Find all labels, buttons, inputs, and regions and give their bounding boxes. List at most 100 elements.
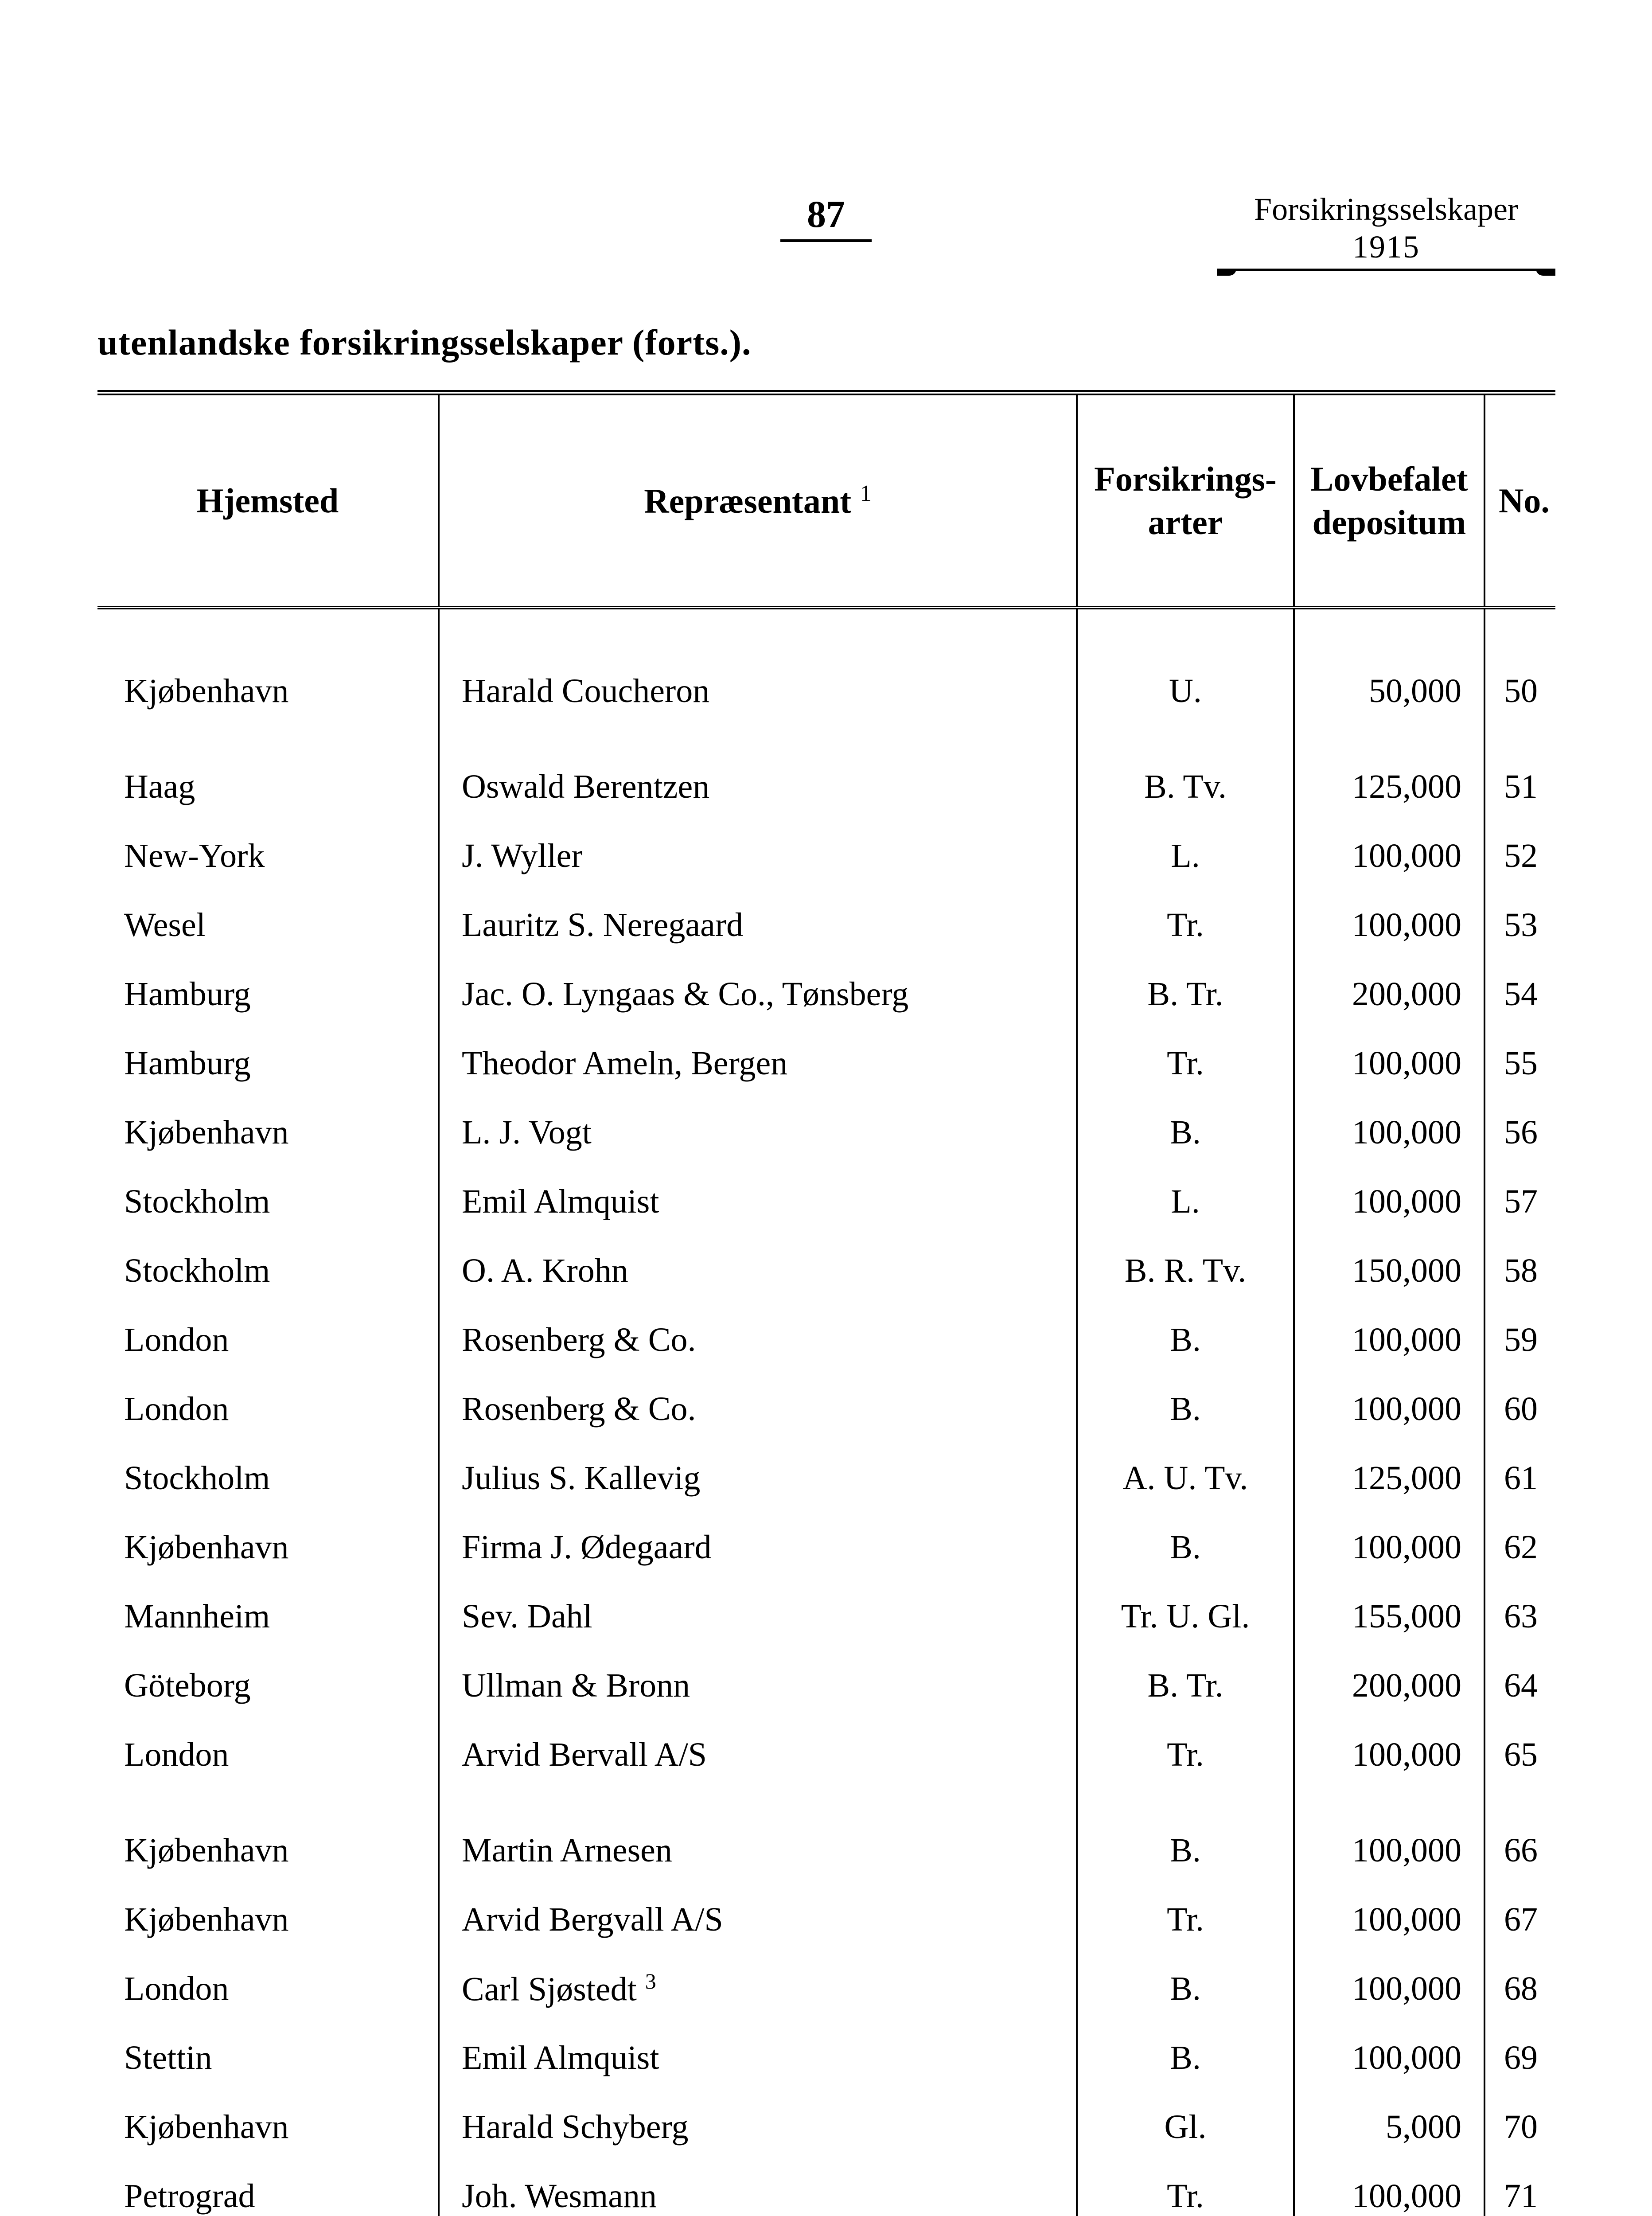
cell-no: 54 [1484, 960, 1555, 1029]
cell-depositum: 100,000 [1294, 1954, 1484, 2023]
cell-rep-text: J. Wyller [462, 837, 583, 874]
cell-repraesentant: Joh. Wesmann [439, 2161, 1077, 2216]
cell-repraesentant: Ullman & Bronn [439, 1651, 1077, 1720]
table-spacer-row [97, 1789, 1555, 1816]
cell-repraesentant: J. Wyller [439, 821, 1077, 890]
cell-depositum: 125,000 [1294, 1444, 1484, 1513]
cell-rep-text: Arvid Bervall A/S [462, 1736, 707, 1773]
cell-arter: B. Tr. [1077, 960, 1294, 1029]
cell-depositum: 5,000 [1294, 2092, 1484, 2161]
cell-no: 57 [1484, 1167, 1555, 1236]
cell-no: 61 [1484, 1444, 1555, 1513]
cell-hjemsted: London [97, 1720, 439, 1789]
cell-hjemsted: Stockholm [97, 1236, 439, 1305]
cell-depositum: 100,000 [1294, 1098, 1484, 1167]
cell-rep-text: Ullman & Bronn [462, 1667, 690, 1704]
col-header-dep-l2: depositum [1308, 501, 1470, 544]
cell-hjemsted: Mannheim [97, 1582, 439, 1651]
cell-no: 71 [1484, 2161, 1555, 2216]
cell-no: 66 [1484, 1816, 1555, 1885]
cell-no: 64 [1484, 1651, 1555, 1720]
cell-hjemsted: Hamburg [97, 960, 439, 1029]
cell-hjemsted: Haag [97, 752, 439, 821]
cell-hjemsted: Stettin [97, 2023, 439, 2092]
cell-no: 55 [1484, 1029, 1555, 1098]
cell-arter: B. [1077, 1954, 1294, 2023]
cell-no: 58 [1484, 1236, 1555, 1305]
cell-rep-text: Sev. Dahl [462, 1598, 592, 1635]
table-body: KjøbenhavnHarald CoucheronU.50,00050 Haag… [97, 608, 1555, 2216]
header-right-year: 1915 [1218, 228, 1555, 266]
cell-arter: L. [1077, 1167, 1294, 1236]
cell-rep-text: Emil Almquist [462, 2039, 659, 2076]
page-header: 87 Forsikringsselskaper 1915 [97, 195, 1555, 242]
cell-repraesentant: Harald Coucheron [439, 656, 1077, 726]
cell-hjemsted: Petrograd [97, 2161, 439, 2216]
cell-depositum: 100,000 [1294, 1374, 1484, 1444]
cell-no: 67 [1484, 1885, 1555, 1954]
cell-depositum: 100,000 [1294, 2161, 1484, 2216]
cell-no: 65 [1484, 1720, 1555, 1789]
cell-hjemsted: Göteborg [97, 1651, 439, 1720]
table-row: PetrogradJoh. WesmannTr.100,00071 [97, 2161, 1555, 2216]
cell-rep-text: Rosenberg & Co. [462, 1390, 696, 1428]
page-container: 87 Forsikringsselskaper 1915 utenlandske… [0, 0, 1652, 2216]
cell-hjemsted: Stockholm [97, 1444, 439, 1513]
cell-repraesentant: Oswald Berentzen [439, 752, 1077, 821]
cell-rep-text: Lauritz S. Neregaard [462, 906, 743, 944]
cell-depositum: 155,000 [1294, 1582, 1484, 1651]
cell-repraesentant: Lauritz S. Neregaard [439, 890, 1077, 960]
col-header-arter: Forsikrings- arter [1077, 395, 1294, 608]
cell-repraesentant: Theodor Ameln, Bergen [439, 1029, 1077, 1098]
cell-repraesentant: Jac. O. Lyngaas & Co., Tønsberg [439, 960, 1077, 1029]
cell-depositum: 100,000 [1294, 821, 1484, 890]
table-row: KjøbenhavnL. J. VogtB.100,00056 [97, 1098, 1555, 1167]
cell-hjemsted: London [97, 1374, 439, 1444]
col-header-rep-sup: 1 [860, 481, 872, 506]
cell-no: 52 [1484, 821, 1555, 890]
insurance-table: Hjemsted Repræsentant 1 Forsikrings- art… [97, 390, 1555, 2216]
cell-hjemsted: Wesel [97, 890, 439, 960]
cell-rep-text: L. J. Vogt [462, 1114, 592, 1151]
cell-rep-text: Oswald Berentzen [462, 768, 709, 805]
cell-rep-text: Theodor Ameln, Bergen [462, 1045, 787, 1082]
cell-hjemsted: Kjøbenhavn [97, 2092, 439, 2161]
cell-rep-text: O. A. Krohn [462, 1252, 628, 1289]
cell-repraesentant: Emil Almquist [439, 1167, 1077, 1236]
table-row: New-YorkJ. WyllerL.100,00052 [97, 821, 1555, 890]
cell-repraesentant: Emil Almquist [439, 2023, 1077, 2092]
cell-no: 59 [1484, 1305, 1555, 1374]
cell-hjemsted: London [97, 1954, 439, 2023]
col-header-arter-l1: Forsikrings- [1091, 457, 1280, 501]
col-header-depositum: Lovbefalet depositum [1294, 395, 1484, 608]
page-subtitle: utenlandske forsikringsselskaper (forts.… [97, 322, 1555, 363]
cell-hjemsted: Kjøbenhavn [97, 1816, 439, 1885]
cell-rep-text: Joh. Wesmann [462, 2177, 657, 2215]
cell-repraesentant: L. J. Vogt [439, 1098, 1077, 1167]
header-right-title: Forsikringsselskaper [1218, 191, 1555, 228]
cell-arter: B. R. Tv. [1077, 1236, 1294, 1305]
col-header-repraesentant: Repræsentant 1 [439, 395, 1077, 608]
cell-repraesentant: Rosenberg & Co. [439, 1374, 1077, 1444]
cell-repraesentant: Arvid Bergvall A/S [439, 1885, 1077, 1954]
cell-hjemsted: Kjøbenhavn [97, 1885, 439, 1954]
header-right-underline [1218, 269, 1555, 271]
table-row: StettinEmil AlmquistB.100,00069 [97, 2023, 1555, 2092]
cell-depositum: 100,000 [1294, 1513, 1484, 1582]
cell-hjemsted: Kjøbenhavn [97, 1513, 439, 1582]
cell-repraesentant: Sev. Dahl [439, 1582, 1077, 1651]
table-row: KjøbenhavnHarald CoucheronU.50,00050 [97, 656, 1555, 726]
col-header-arter-l2: arter [1091, 501, 1280, 544]
cell-rep-text: Julius S. Kallevig [462, 1459, 700, 1497]
cell-repraesentant: Julius S. Kallevig [439, 1444, 1077, 1513]
table-row: StockholmJulius S. KallevigA. U. Tv.125,… [97, 1444, 1555, 1513]
col-header-rep-text: Repræsentant [644, 482, 851, 520]
table-row: KjøbenhavnArvid Bergvall A/STr.100,00067 [97, 1885, 1555, 1954]
table-head: Hjemsted Repræsentant 1 Forsikrings- art… [97, 393, 1555, 608]
cell-arter: L. [1077, 821, 1294, 890]
cell-hjemsted: London [97, 1305, 439, 1374]
table-row: StockholmO. A. KrohnB. R. Tv.150,00058 [97, 1236, 1555, 1305]
cell-rep-text: Carl Sjøstedt [462, 1971, 645, 2008]
cell-no: 70 [1484, 2092, 1555, 2161]
cell-arter: U. [1077, 656, 1294, 726]
